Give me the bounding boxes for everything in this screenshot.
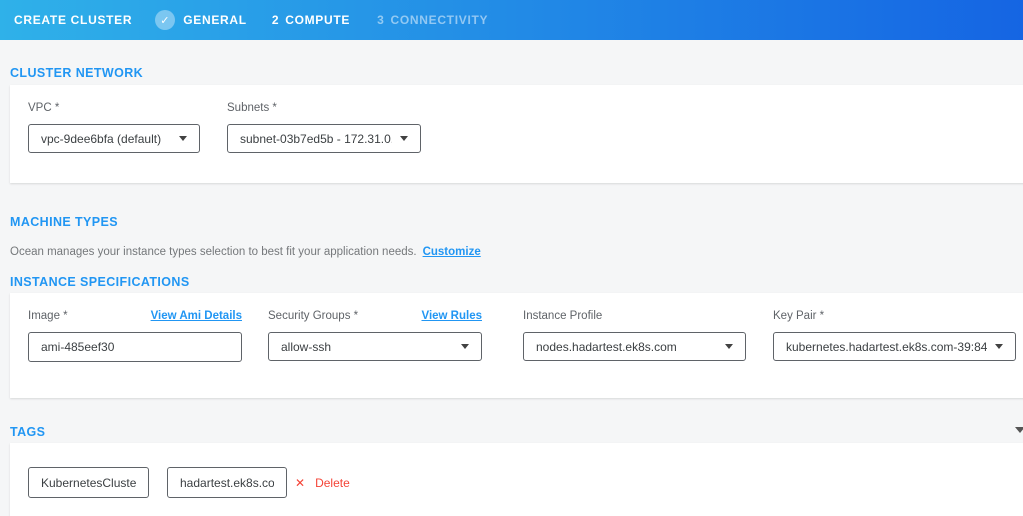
image-label: Image *	[28, 310, 68, 322]
tab-compute-label: COMPUTE	[285, 13, 351, 27]
subnets-label: Subnets *	[227, 102, 277, 114]
security-groups-select[interactable]: allow-ssh	[268, 332, 482, 361]
vpc-selected-value: vpc-9dee6bfa (default)	[41, 131, 162, 146]
chevron-down-icon	[179, 136, 187, 141]
machine-types-description: Ocean manages your instance types select…	[10, 246, 417, 258]
security-groups-label: Security Groups *	[268, 310, 359, 322]
tab-connectivity-number: 3	[377, 13, 385, 27]
step-completed-check-icon: ✓	[155, 10, 176, 30]
cluster-network-heading: CLUSTER NETWORK	[10, 66, 144, 80]
vpc-field: VPC * vpc-9dee6bfa (default)	[28, 102, 200, 153]
image-field: Image * View Ami Details	[28, 310, 242, 362]
image-input[interactable]	[28, 332, 242, 362]
tab-connectivity[interactable]: 3 CONNECTIVITY	[377, 13, 488, 27]
subnets-field: Subnets * subnet-03b7ed5b - 172.31.0.0/2…	[227, 102, 421, 153]
machine-types-heading: MACHINE TYPES	[10, 215, 118, 229]
instance-specifications-heading: INSTANCE SPECIFICATIONS	[10, 275, 190, 289]
check-glyph: ✓	[160, 14, 171, 27]
key-pair-label: Key Pair *	[773, 310, 825, 322]
instance-profile-selected-value: nodes.hadartest.ek8s.com	[536, 339, 677, 354]
subnets-select[interactable]: subnet-03b7ed5b - 172.31.0.0/20 ...	[227, 124, 421, 153]
delete-tag-button[interactable]: ✕ Delete	[295, 467, 350, 498]
instance-profile-label: Instance Profile	[523, 310, 603, 322]
view-rules-link[interactable]: View Rules	[421, 310, 482, 322]
delete-tag-label: Delete	[315, 475, 350, 490]
security-groups-selected-value: allow-ssh	[281, 339, 332, 354]
tab-connectivity-label: CONNECTIVITY	[390, 13, 489, 27]
tab-compute-number: 2	[271, 13, 280, 27]
tab-general-label: GENERAL	[183, 13, 247, 27]
key-pair-selected-value: kubernetes.hadartest.ek8s.com-39:84:a5:9…	[786, 339, 987, 354]
cluster-network-card: VPC * vpc-9dee6bfa (default) Subnets * s…	[10, 85, 1023, 183]
chevron-down-icon	[461, 344, 469, 349]
security-groups-field: Security Groups * View Rules allow-ssh	[268, 310, 482, 361]
instance-profile-select[interactable]: nodes.hadartest.ek8s.com	[523, 332, 746, 361]
wizard-header: CREATE CLUSTER ✓ GENERAL 2 COMPUTE 3 CON…	[0, 0, 1023, 40]
view-ami-details-link[interactable]: View Ami Details	[150, 310, 242, 322]
chevron-down-icon	[725, 344, 733, 349]
subnets-selected-value: subnet-03b7ed5b - 172.31.0.0/20 ...	[240, 131, 392, 146]
tags-card: ✕ Delete	[10, 443, 1023, 516]
instance-profile-field: Instance Profile nodes.hadartest.ek8s.co…	[523, 310, 746, 361]
key-pair-select[interactable]: kubernetes.hadartest.ek8s.com-39:84:a5:9…	[773, 332, 1016, 361]
machine-types-description-row: Ocean manages your instance types select…	[10, 246, 481, 258]
tag-value-input[interactable]	[167, 467, 287, 498]
wizard-title: CREATE CLUSTER	[14, 13, 133, 27]
vpc-label: VPC *	[28, 102, 60, 114]
vpc-select[interactable]: vpc-9dee6bfa (default)	[28, 124, 200, 153]
key-pair-field: Key Pair * kubernetes.hadartest.ek8s.com…	[773, 310, 1016, 361]
tab-compute[interactable]: 2 COMPUTE	[272, 13, 350, 27]
customize-link[interactable]: Customize	[422, 246, 481, 258]
tags-heading: TAGS	[10, 425, 46, 439]
chevron-down-icon	[995, 344, 1003, 349]
delete-x-icon: ✕	[295, 475, 306, 490]
tab-general[interactable]: ✓ GENERAL	[155, 10, 247, 30]
instance-specifications-card: Image * View Ami Details Security Groups…	[10, 293, 1023, 398]
tags-collapse-chevron-icon[interactable]	[1015, 427, 1023, 433]
chevron-down-icon	[400, 136, 408, 141]
tag-key-input[interactable]	[28, 467, 149, 498]
